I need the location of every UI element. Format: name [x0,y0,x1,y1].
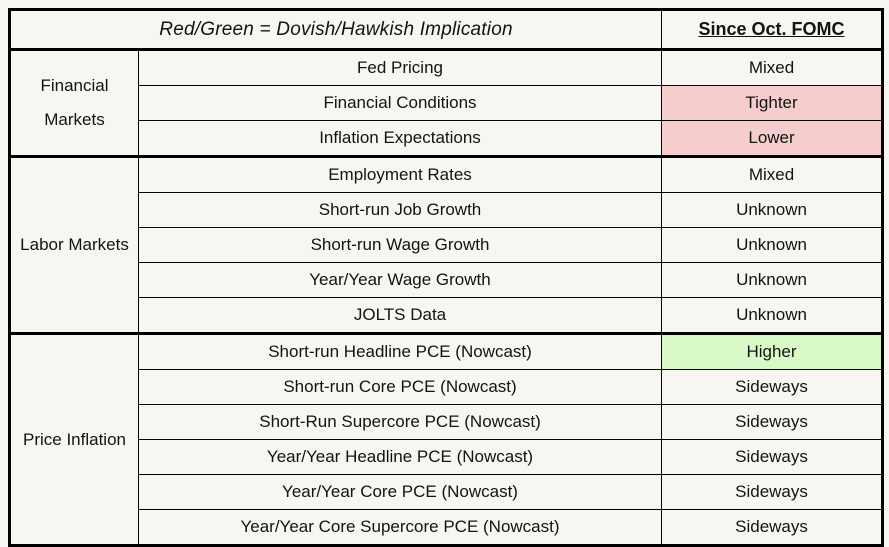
value-column-header: Since Oct. FOMC [661,9,884,51]
value-cell: Lower [661,120,884,157]
table-legend: Red/Green = Dovish/Hawkish Implication [8,9,663,51]
value-cell: Sideways [661,509,884,546]
value-cell: Sideways [661,439,884,475]
value-cell: Tighter [661,85,884,121]
value-cell: Mixed [661,48,884,86]
indicator-cell: Short-Run Supercore PCE (Nowcast) [137,404,663,440]
indicator-cell: Short-run Core PCE (Nowcast) [137,369,663,405]
value-cell: Unknown [661,192,884,228]
value-cell: Sideways [661,404,884,440]
indicator-cell: Year/Year Core PCE (Nowcast) [137,474,663,510]
value-cell: Unknown [661,227,884,263]
indicator-cell: Inflation Expectations [137,120,663,157]
table-row: Short-run Wage Growth Unknown [10,227,884,263]
group-label-price-inflation: Price Inflation [9,332,139,546]
indicator-cell: Year/Year Wage Growth [137,262,663,298]
table-row: Labor Markets Employment Rates Mixed [9,155,884,334]
value-cell: Sideways [661,369,884,405]
indicator-cell: Year/Year Core Supercore PCE (Nowcast) [137,509,663,546]
table-row: Short-Run Supercore PCE (Nowcast) Sidewa… [10,404,884,440]
table-row: Year/Year Headline PCE (Nowcast) Sideway… [10,439,884,475]
table-row: Year/Year Core PCE (Nowcast) Sideways [10,474,884,510]
implication-table: Red/Green = Dovish/Hawkish Implication S… [8,8,885,547]
indicator-cell: Year/Year Headline PCE (Nowcast) [137,439,663,475]
table-row: Financial Markets Fed Pricing Mixed [9,48,884,157]
indicator-cell: JOLTS Data [137,297,663,334]
value-cell: Unknown [661,297,884,334]
value-cell: Unknown [661,262,884,298]
table-row: Inflation Expectations Lower [10,120,884,157]
table-row: Price Inflation Short-run Headline PCE (… [9,332,884,546]
indicator-cell: Employment Rates [137,155,663,193]
header-row: Red/Green = Dovish/Hawkish Implication S… [8,9,884,51]
table-row: Year/Year Core Supercore PCE (Nowcast) S… [10,509,884,546]
implication-table-container: Red/Green = Dovish/Hawkish Implication S… [8,8,885,547]
table-row: Short-run Job Growth Unknown [10,192,884,228]
indicator-cell: Financial Conditions [137,85,663,121]
table-row: Financial Conditions Tighter [10,85,884,121]
table-row: JOLTS Data Unknown [10,297,884,334]
value-cell: Sideways [661,474,884,510]
indicator-cell: Short-run Job Growth [137,192,663,228]
indicator-cell: Short-run Headline PCE (Nowcast) [137,332,663,370]
group-label-labor-markets: Labor Markets [9,155,139,334]
table-row: Short-run Core PCE (Nowcast) Sideways [10,369,884,405]
indicator-cell: Short-run Wage Growth [137,227,663,263]
value-cell: Higher [661,332,884,370]
table-row: Year/Year Wage Growth Unknown [10,262,884,298]
value-cell: Mixed [661,155,884,193]
group-label-financial-markets: Financial Markets [9,48,139,157]
indicator-cell: Fed Pricing [137,48,663,86]
